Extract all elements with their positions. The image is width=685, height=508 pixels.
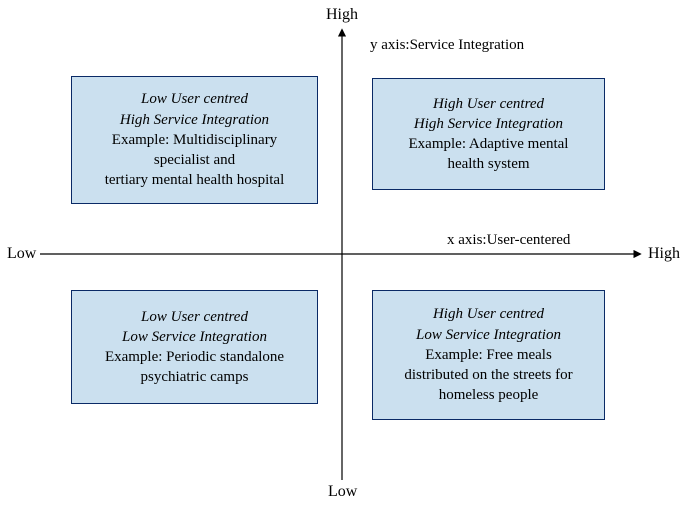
quad-line: High User centred xyxy=(381,94,596,114)
x-axis-low-label: Low xyxy=(7,245,36,263)
quad-line: High Service Integration xyxy=(80,110,309,130)
quadrant-bottom-left: Low User centredLow Service IntegrationE… xyxy=(71,290,318,404)
quad-line: Example: Adaptive mental xyxy=(381,134,596,154)
x-axis-high-label: High xyxy=(648,245,680,263)
quadrant-top-left: Low User centredHigh Service Integration… xyxy=(71,76,318,204)
quad-line: High Service Integration xyxy=(381,114,596,134)
quad-line: Example: Free meals xyxy=(381,345,596,365)
quad-line: Low Service Integration xyxy=(381,325,596,345)
quad-line: Example: Periodic standalone xyxy=(80,347,309,367)
quad-line: distributed on the streets for xyxy=(381,365,596,385)
quad-line: High User centred xyxy=(381,304,596,324)
quad-line: Low User centred xyxy=(80,89,309,109)
y-axis-low-label: Low xyxy=(328,483,357,501)
quad-line: health system xyxy=(381,154,596,174)
quad-line: Low Service Integration xyxy=(80,327,309,347)
quad-line: psychiatric camps xyxy=(80,367,309,387)
quadrant-bottom-right: High User centredLow Service Integration… xyxy=(372,290,605,420)
quad-line: Low User centred xyxy=(80,307,309,327)
x-axis-desc: x axis:User-centered xyxy=(447,232,570,249)
quad-line: homeless people xyxy=(381,385,596,405)
y-axis-high-label: High xyxy=(326,6,358,24)
quad-line: specialist and xyxy=(80,150,309,170)
quadrant-top-right: High User centredHigh Service Integratio… xyxy=(372,78,605,190)
quad-line: tertiary mental health hospital xyxy=(80,170,309,190)
quad-line: Example: Multidisciplinary xyxy=(80,130,309,150)
y-axis-desc: y axis:Service Integration xyxy=(370,37,524,54)
